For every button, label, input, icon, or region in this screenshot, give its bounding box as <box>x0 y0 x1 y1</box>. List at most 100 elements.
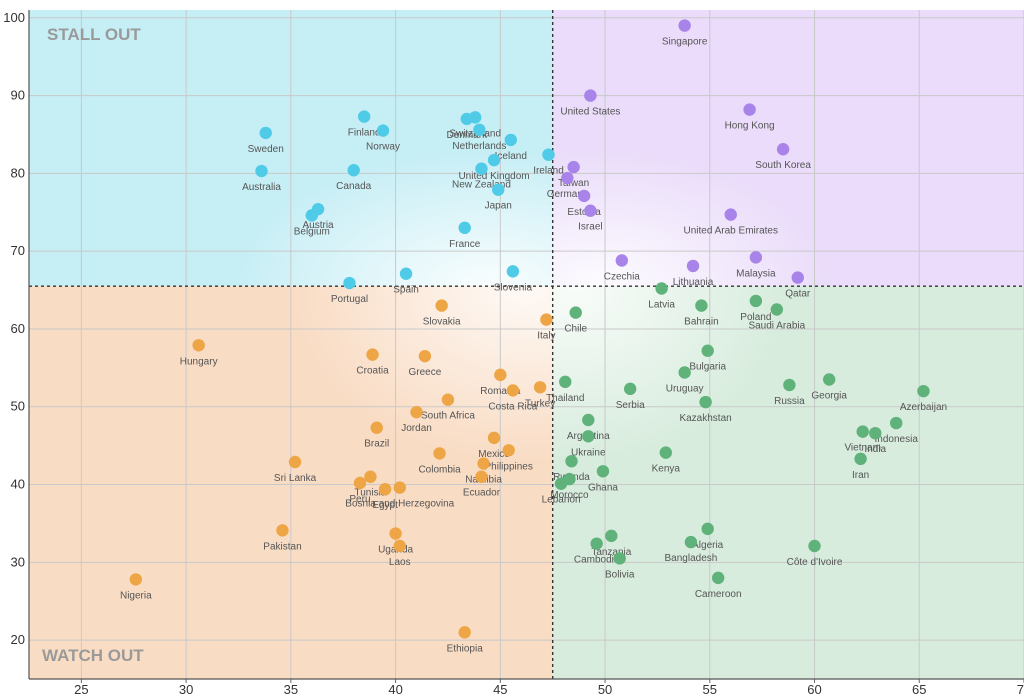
point-peru[interactable] <box>353 476 367 490</box>
point-tunisia[interactable] <box>364 470 377 483</box>
point-kazakhstan[interactable] <box>699 395 712 409</box>
point-iran[interactable] <box>854 452 867 466</box>
point-united-kingdom[interactable] <box>487 153 501 167</box>
point-switzerland[interactable] <box>468 111 482 124</box>
point-vietnam[interactable] <box>856 425 869 438</box>
point-sweden[interactable] <box>259 126 272 140</box>
point-indonesia[interactable] <box>890 416 903 430</box>
point-united-states[interactable] <box>584 89 597 102</box>
point-lebanon[interactable] <box>554 477 568 490</box>
point-sri-lanka[interactable] <box>288 455 302 469</box>
point-kenya[interactable] <box>659 446 672 459</box>
point-ecuador[interactable] <box>475 470 488 483</box>
label-jordan: Jordan <box>401 423 432 434</box>
point-cambodia[interactable] <box>590 537 603 550</box>
point-lithuania[interactable] <box>686 259 700 273</box>
x-tick-label: 30 <box>179 682 193 697</box>
point-romania[interactable] <box>494 368 507 382</box>
label-bulgaria: Bulgaria <box>689 362 726 373</box>
label-mexico: Mexico <box>478 449 510 460</box>
point-france[interactable] <box>458 221 471 235</box>
point-tanzania[interactable] <box>605 529 618 543</box>
point-south-africa[interactable] <box>441 393 455 406</box>
label-new-zealand: New Zealand <box>452 180 511 191</box>
point-costa-rica[interactable] <box>506 384 520 397</box>
point-brazil[interactable] <box>370 421 383 434</box>
point-algeria[interactable] <box>701 522 714 536</box>
y-tick-label: 100 <box>3 10 25 25</box>
point-belgium[interactable] <box>305 209 318 222</box>
point-new-zealand[interactable] <box>475 162 488 175</box>
point-italy[interactable] <box>540 313 553 326</box>
point-germany[interactable] <box>561 171 574 185</box>
point-india[interactable] <box>869 426 882 440</box>
x-tick-label: 40 <box>388 682 402 697</box>
point-qatar[interactable] <box>791 271 804 284</box>
point-finland[interactable] <box>357 110 371 123</box>
point-estonia[interactable] <box>577 189 591 203</box>
point-saudi-arabia[interactable] <box>770 303 784 316</box>
point-bosnia-and-herzegovina[interactable] <box>393 481 406 494</box>
point-united-arab-emirates[interactable] <box>724 208 737 221</box>
point-singapore[interactable] <box>678 19 691 32</box>
point-south-korea[interactable] <box>776 143 790 156</box>
point-c-te-d-ivoire[interactable] <box>808 539 821 553</box>
point-ukraine[interactable] <box>582 430 595 443</box>
point-azerbaijan[interactable] <box>917 384 930 398</box>
label-croatia: Croatia <box>356 366 389 377</box>
point-greece[interactable] <box>418 349 432 363</box>
point-namibia[interactable] <box>477 457 490 470</box>
point-russia[interactable] <box>783 378 796 392</box>
point-argentina[interactable] <box>582 413 595 427</box>
point-ireland[interactable] <box>542 148 555 161</box>
point-egypt[interactable] <box>378 482 392 496</box>
point-georgia[interactable] <box>822 373 836 386</box>
point-uruguay[interactable] <box>678 366 691 379</box>
point-canada[interactable] <box>347 164 360 177</box>
point-rwanda[interactable] <box>565 454 578 468</box>
point-cameroon[interactable] <box>711 571 725 585</box>
label-united-arab-emirates: United Arab Emirates <box>683 226 778 237</box>
label-japan: Japan <box>485 201 512 212</box>
x-tick-label: 55 <box>703 682 717 697</box>
point-ethiopia[interactable] <box>458 626 471 639</box>
point-chile[interactable] <box>569 306 582 319</box>
point-slovakia[interactable] <box>435 299 448 312</box>
point-nigeria[interactable] <box>129 573 143 586</box>
point-japan[interactable] <box>492 183 505 196</box>
point-australia[interactable] <box>255 164 268 178</box>
label-egypt: Egypt <box>372 500 398 511</box>
point-czechia[interactable] <box>615 254 629 267</box>
point-poland[interactable] <box>749 294 763 308</box>
point-thailand[interactable] <box>559 375 572 389</box>
point-netherlands[interactable] <box>473 123 486 136</box>
point-hong-kong[interactable] <box>743 103 756 116</box>
point-malaysia[interactable] <box>749 251 763 264</box>
point-bahrain[interactable] <box>695 299 708 312</box>
point-hungary[interactable] <box>192 339 205 352</box>
point-portugal[interactable] <box>343 276 356 290</box>
point-turkey[interactable] <box>533 381 547 394</box>
point-latvia[interactable] <box>655 282 668 295</box>
point-bulgaria[interactable] <box>701 344 714 357</box>
point-jordan[interactable] <box>410 405 423 419</box>
point-uganda[interactable] <box>389 527 402 540</box>
point-bolivia[interactable] <box>613 552 626 565</box>
point-iceland[interactable] <box>504 133 517 147</box>
label-cambodia: Cambodia <box>574 555 620 566</box>
point-serbia[interactable] <box>623 382 637 396</box>
point-ghana[interactable] <box>596 465 610 478</box>
point-norway[interactable] <box>376 124 390 137</box>
point-mexico[interactable] <box>487 431 501 445</box>
point-taiwan[interactable] <box>567 160 580 174</box>
point-israel[interactable] <box>584 204 597 217</box>
point-spain[interactable] <box>399 267 413 280</box>
point-laos[interactable] <box>393 539 406 553</box>
point-croatia[interactable] <box>366 348 379 361</box>
point-slovenia[interactable] <box>506 265 520 278</box>
point-philippines[interactable] <box>502 444 515 457</box>
point-pakistan[interactable] <box>276 524 289 537</box>
point-bangladesh[interactable] <box>684 535 698 549</box>
label-ethiopia: Ethiopia <box>447 643 484 654</box>
point-colombia[interactable] <box>433 447 446 460</box>
